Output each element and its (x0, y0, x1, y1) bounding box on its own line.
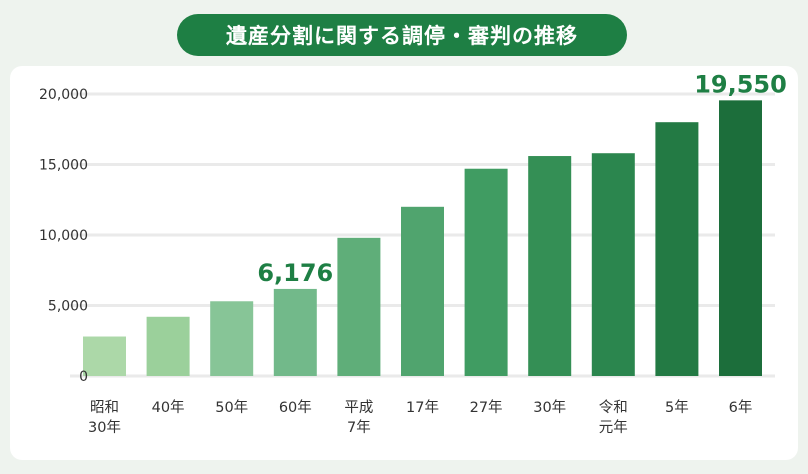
chart-title: 遺産分割に関する調停・審判の推移 (177, 14, 627, 56)
x-tick-label: 30年 (533, 399, 566, 416)
bar (401, 206, 444, 376)
bar (655, 122, 699, 376)
x-tick-label: 令和 (599, 399, 628, 416)
bar (146, 316, 190, 376)
bar (719, 100, 762, 376)
x-tick-label: 17年 (406, 399, 439, 416)
x-tick-label: 40年 (152, 399, 185, 416)
x-tick-label: 6年 (729, 399, 753, 416)
data-labels: 6,176 19,550 (257, 70, 786, 287)
y-tick-label: 5,000 (48, 299, 88, 315)
x-tick-label: 5年 (665, 399, 689, 416)
x-tick-label: 30年 (88, 419, 121, 436)
x-tick-label: 60年 (279, 399, 312, 416)
data-label: 19,550 (694, 70, 787, 98)
data-label: 6,176 (257, 259, 333, 287)
x-tick-label: 7年 (347, 419, 371, 436)
x-tick-label: 昭和 (90, 399, 119, 416)
x-tick-label: 27年 (470, 399, 503, 416)
y-tick-label: 10,000 (39, 228, 88, 244)
bar (273, 288, 317, 376)
bar (464, 168, 508, 376)
y-tick-label: 15,000 (39, 158, 88, 174)
bar (210, 301, 254, 376)
x-tick-label: 元年 (599, 419, 628, 436)
x-tick-label: 平成 (344, 399, 373, 416)
x-tick-label: 50年 (215, 399, 248, 416)
y-axis-ticks: 0 5,000 10,000 15,000 20,000 (39, 87, 88, 385)
y-tick-label: 0 (79, 369, 88, 385)
bar (337, 237, 381, 376)
bar (528, 156, 572, 376)
bars (83, 100, 762, 376)
bar (83, 336, 126, 376)
y-tick-label: 20,000 (39, 87, 88, 103)
bar (591, 153, 635, 376)
